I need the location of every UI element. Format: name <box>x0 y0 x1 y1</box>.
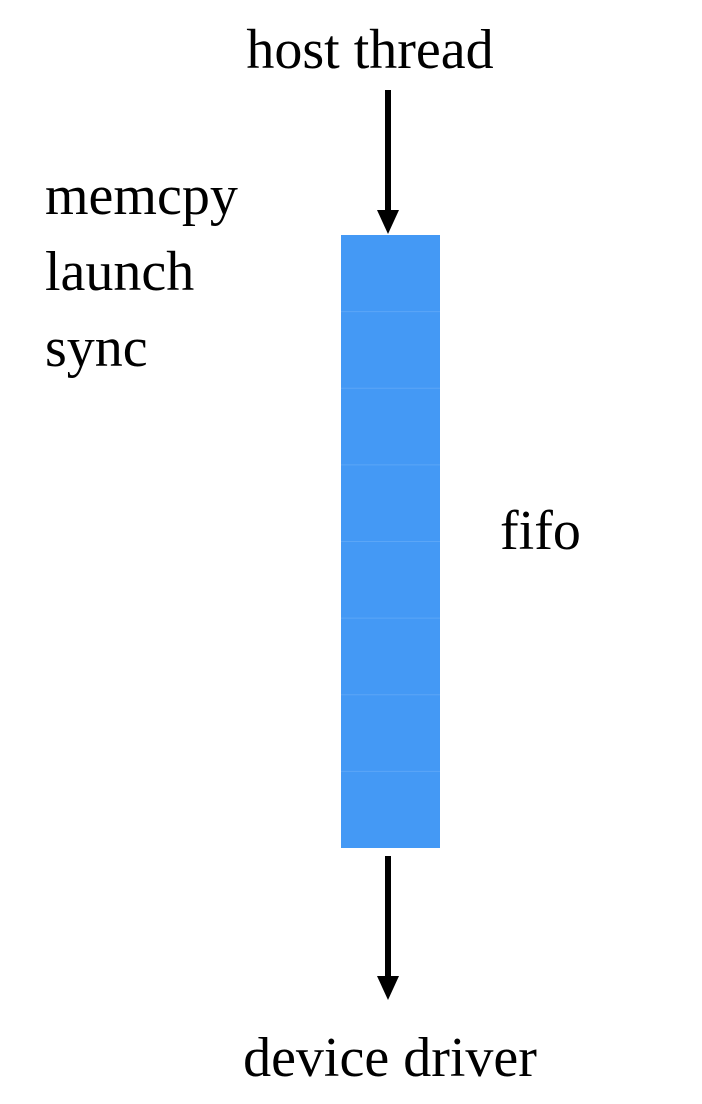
operation-launch: launch <box>45 241 195 303</box>
arrow-down-out-icon <box>377 856 399 1000</box>
fifo-slot <box>341 388 440 465</box>
fifo-queue <box>341 235 440 848</box>
fifo-slot <box>341 311 440 389</box>
fifo-slot <box>341 694 440 772</box>
fifo-slot <box>341 771 440 848</box>
operation-sync: sync <box>45 317 148 379</box>
host-thread-label: host thread <box>246 19 494 81</box>
fifo-slot <box>341 541 440 619</box>
operation-memcpy: memcpy <box>45 165 238 227</box>
fifo-slot <box>341 235 440 312</box>
operation-list: memcpy launch sync <box>45 158 238 386</box>
arrow-down-in-icon <box>377 90 399 234</box>
fifo-slot <box>341 464 440 542</box>
fifo-slot <box>341 618 440 695</box>
fifo-label: fifo <box>500 500 581 562</box>
device-driver-label: device driver <box>243 1027 537 1089</box>
